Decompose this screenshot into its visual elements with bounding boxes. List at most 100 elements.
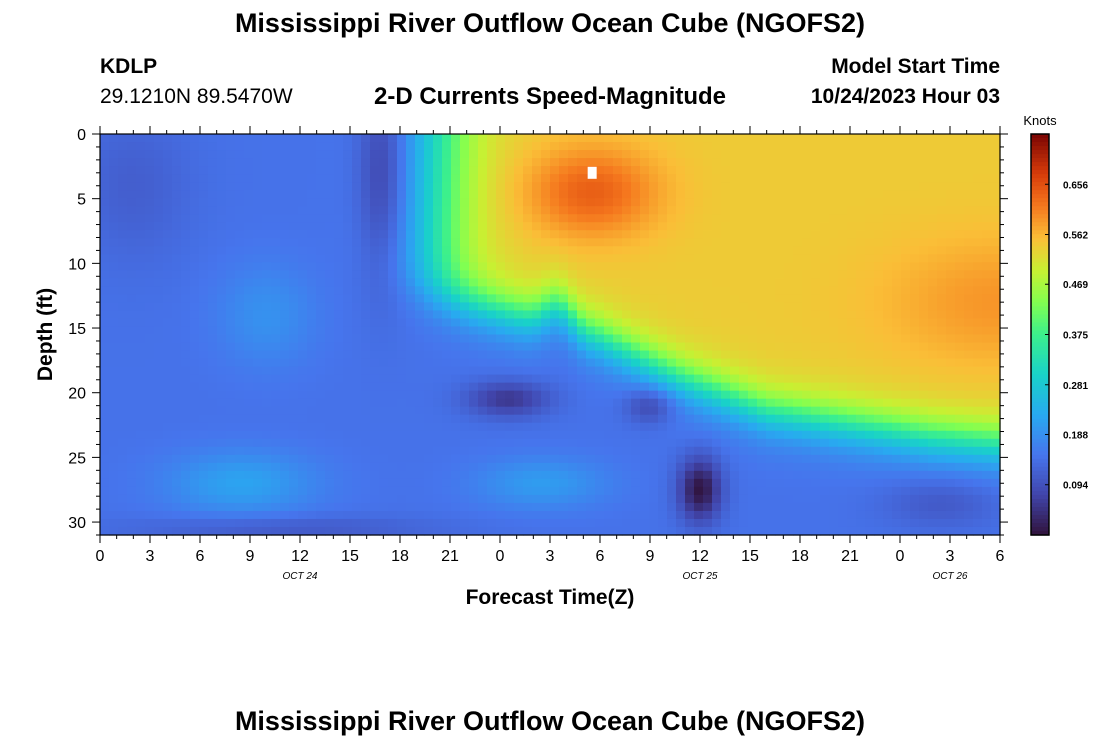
heatmap-cell xyxy=(424,334,434,344)
heatmap-cell xyxy=(172,286,182,295)
heatmap-cell xyxy=(496,414,506,424)
heatmap-cell xyxy=(406,526,416,536)
heatmap-cell xyxy=(874,438,884,448)
heatmap-cell xyxy=(946,182,956,191)
heatmap-cell xyxy=(469,382,479,392)
heatmap-cell xyxy=(622,478,632,488)
heatmap-cell xyxy=(388,158,398,167)
heatmap-cell xyxy=(910,270,920,279)
heatmap-cell xyxy=(541,318,551,328)
heatmap-cell xyxy=(478,382,488,392)
heatmap-cell xyxy=(694,334,704,344)
heatmap-cell xyxy=(262,366,272,376)
heatmap-cell xyxy=(838,462,848,472)
heatmap-cell xyxy=(217,246,227,255)
heatmap-cell xyxy=(631,358,641,368)
heatmap-cell xyxy=(244,134,254,143)
heatmap-cell xyxy=(172,214,182,223)
heatmap-cell xyxy=(505,190,515,199)
heatmap-cell xyxy=(478,206,488,215)
heatmap-cell xyxy=(865,270,875,279)
heatmap-cell xyxy=(802,398,812,408)
heatmap-cell xyxy=(145,278,155,287)
heatmap-cell xyxy=(505,430,515,440)
heatmap-cell xyxy=(937,446,947,456)
heatmap-cell xyxy=(649,350,659,360)
heatmap-cell xyxy=(892,134,902,143)
heatmap-cell xyxy=(892,454,902,464)
heatmap-cell xyxy=(370,350,380,360)
heatmap-cell xyxy=(118,182,128,191)
heatmap-cell xyxy=(388,142,398,151)
heatmap-cell xyxy=(262,398,272,408)
heatmap-cell xyxy=(964,150,974,159)
heatmap-cell xyxy=(838,206,848,215)
heatmap-cell xyxy=(838,190,848,199)
heatmap-cell xyxy=(334,158,344,167)
heatmap-cell xyxy=(478,510,488,520)
heatmap-cell xyxy=(397,486,407,496)
heatmap-cell xyxy=(820,398,830,408)
heatmap-cell xyxy=(631,326,641,336)
heatmap-cell xyxy=(739,382,749,392)
heatmap-cell xyxy=(766,294,776,304)
heatmap-cell xyxy=(361,142,371,151)
heatmap-cell xyxy=(766,310,776,320)
heatmap-cell xyxy=(910,310,920,320)
heatmap-cell xyxy=(730,494,740,504)
heatmap-cell xyxy=(370,342,380,352)
heatmap-cell xyxy=(280,246,290,255)
heatmap-cell xyxy=(271,206,281,215)
heatmap-cell xyxy=(946,502,956,512)
heatmap-cell xyxy=(271,398,281,408)
heatmap-cell xyxy=(487,502,497,512)
heatmap-cell xyxy=(370,134,380,143)
heatmap-cell xyxy=(424,286,434,295)
heatmap-cell xyxy=(154,454,164,464)
heatmap-cell xyxy=(577,486,587,496)
heatmap-cell xyxy=(856,278,866,287)
heatmap-cell xyxy=(451,214,461,223)
heatmap-cell xyxy=(649,206,659,215)
heatmap-cell xyxy=(487,438,497,448)
heatmap-cell xyxy=(766,286,776,295)
heatmap-cell xyxy=(595,318,605,328)
heatmap-cell xyxy=(757,438,767,448)
heatmap-cell xyxy=(910,470,920,480)
heatmap-cell xyxy=(505,390,515,400)
heatmap-cell xyxy=(910,502,920,512)
model-start-label: Model Start Time xyxy=(831,55,1000,78)
heatmap-cell xyxy=(622,454,632,464)
heatmap-cell xyxy=(829,342,839,352)
heatmap-cell xyxy=(172,246,182,255)
heatmap-cell xyxy=(199,294,209,304)
heatmap-cell xyxy=(451,502,461,512)
heatmap-cell xyxy=(640,286,650,295)
heatmap-cell xyxy=(892,478,902,488)
heatmap-cell xyxy=(208,174,218,183)
heatmap-cell xyxy=(865,502,875,512)
heatmap-cell xyxy=(145,270,155,279)
heatmap-cell xyxy=(127,518,137,528)
heatmap-cell xyxy=(334,446,344,456)
heatmap-cell xyxy=(838,374,848,384)
heatmap-cell xyxy=(685,222,695,231)
heatmap-cell xyxy=(424,134,434,143)
heatmap-cell xyxy=(523,262,533,271)
heatmap-cell xyxy=(982,222,992,231)
heatmap-cell xyxy=(856,390,866,400)
heatmap-cell xyxy=(973,334,983,344)
heatmap-cell xyxy=(397,518,407,528)
heatmap-cell xyxy=(739,390,749,400)
heatmap-cell xyxy=(532,246,542,255)
heatmap-cell xyxy=(568,414,578,424)
heatmap-cell xyxy=(505,414,515,424)
heatmap-cell xyxy=(496,406,506,416)
heatmap-cell xyxy=(244,510,254,520)
heatmap-cell xyxy=(865,470,875,480)
heatmap-cell xyxy=(109,374,119,384)
heatmap-cell xyxy=(586,326,596,336)
heatmap-cell xyxy=(541,470,551,480)
heatmap-cell xyxy=(847,470,857,480)
heatmap-cell xyxy=(523,294,533,304)
